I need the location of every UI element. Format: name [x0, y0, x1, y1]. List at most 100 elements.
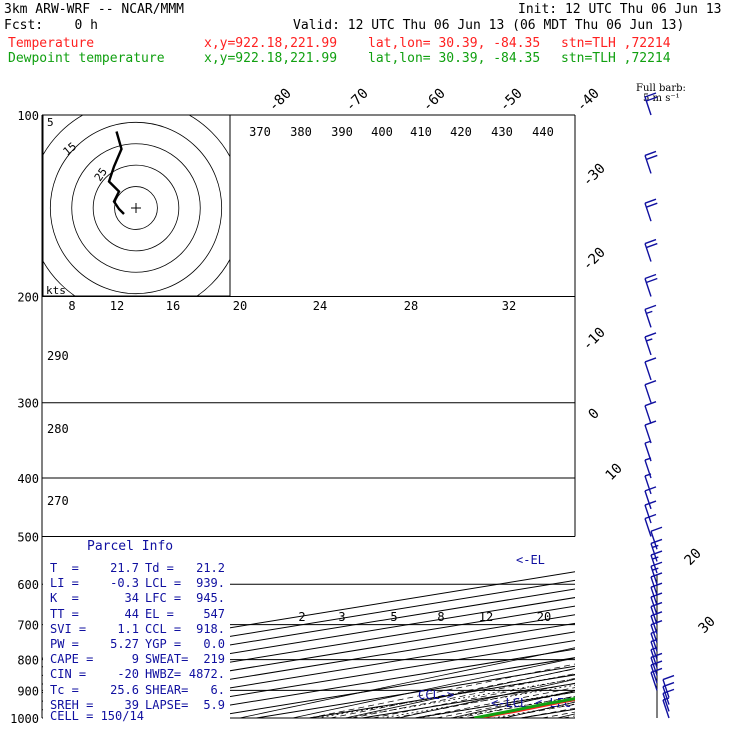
isotherm-label: -50 [497, 86, 526, 115]
isotherm-label: -70 [343, 86, 372, 115]
wind-barb-flag [644, 500, 657, 506]
parcel-value: -0.3 [110, 576, 139, 591]
pressure-label: 100 [17, 109, 39, 123]
mixing-ratio-label: 12 [479, 610, 493, 624]
wind-barb [644, 518, 652, 537]
dry-adiabat-line [663, 115, 740, 731]
theta-label: 410 [410, 125, 432, 139]
moist-adiabat-line [393, 682, 575, 718]
wind-barb-flag [646, 338, 653, 342]
theta-label: 420 [450, 125, 472, 139]
isotherm-label: 10 [603, 461, 626, 484]
moist-adiabat-line [499, 703, 575, 718]
wind-barb [644, 424, 652, 444]
temperature-station: stn=TLH ,72214 [561, 36, 671, 51]
isotherm-label: -60 [420, 86, 449, 115]
wind-barb [644, 309, 652, 328]
parcel-value: 44 [124, 606, 139, 621]
parcel-value: 5.27 [110, 637, 139, 651]
dry-adiabat-line [449, 690, 575, 718]
theta-label: 400 [371, 125, 393, 139]
wind-barb [644, 475, 652, 495]
forecast-hour: Fcst: 0 h [4, 18, 98, 33]
parcel-info-title: Parcel Info [87, 539, 174, 554]
wind-barb [650, 586, 658, 606]
wind-barb-flag [646, 202, 658, 208]
wind-barb [644, 155, 652, 174]
lcl-marker: <-LCL [491, 696, 527, 710]
dry-adiabat-line [290, 657, 575, 718]
parcel-label: Tc = [50, 682, 79, 697]
hodograph-speed-label: 25 [92, 165, 110, 183]
parcel-value: 939. [196, 576, 225, 591]
wind-barb-flag [662, 697, 670, 701]
pressure-label: 800 [17, 654, 39, 668]
parcel-label: SHEAR= [145, 682, 189, 697]
parcel-label: TT = [50, 606, 79, 621]
wind-barb-flag [650, 582, 663, 588]
init-time: Init: 12 UTC Thu 06 Jun 13 [518, 2, 722, 17]
wind-barb [644, 278, 652, 297]
isotherm-label: 20 [682, 546, 705, 569]
parcel-value: 4872. [188, 667, 225, 682]
wind-barb [662, 679, 670, 698]
isotherm-line [42, 571, 575, 659]
wind-barb [644, 202, 652, 222]
isotherm-line [415, 691, 575, 718]
wind-barb-flag [662, 674, 675, 681]
theta-label: 370 [249, 125, 271, 139]
wind-barb-flag [644, 92, 657, 98]
parcel-label: SWEAT= [145, 652, 189, 667]
dry-adiabat-line [396, 678, 575, 718]
parcel-value: -20 [117, 667, 139, 682]
wind-barb [644, 459, 652, 479]
hodograph-ring [92, 164, 180, 252]
hodograph-ring [71, 143, 201, 273]
wind-barb [644, 405, 652, 424]
wind-barb [644, 490, 652, 510]
theta-label: 440 [532, 125, 554, 139]
mixing-ratio-label: 5 [390, 610, 397, 624]
hodograph-axis-label: 16 [166, 299, 180, 313]
parcel-label: LCL = [145, 576, 182, 591]
wind-barb-flag [644, 150, 657, 157]
dry-adiabat-line [237, 647, 575, 718]
mixing-ratio-label: 8 [437, 610, 444, 624]
isotherm-label: -40 [574, 86, 603, 115]
parcel-label: K = [50, 591, 79, 606]
pressure-label: 300 [17, 397, 39, 411]
model-title: 3km ARW-WRF -- NCAR/MMM [4, 2, 185, 17]
theta-label: 430 [491, 125, 513, 139]
wind-barb-flag [646, 310, 653, 315]
theta-label: 270 [47, 494, 69, 508]
parcel-label: SREH = [50, 697, 94, 712]
isotherm-label: -20 [580, 245, 609, 274]
parcel-label: SVI = [50, 621, 87, 636]
hodograph-units: kts [46, 284, 66, 297]
isotherm-line [309, 674, 575, 718]
wind-barb [650, 543, 658, 562]
moist-adiabat-line [478, 699, 575, 718]
parcel-value: 6. [210, 682, 225, 697]
wind-barb [644, 96, 652, 116]
barb-legend-title: Full barb: [636, 83, 686, 94]
wind-barb [650, 566, 658, 585]
moist-adiabat-line [415, 687, 575, 718]
isotherm-label: -30 [580, 161, 609, 190]
isotherm-line [42, 588, 575, 677]
parcel-label: EL = [145, 606, 174, 621]
wind-barb-flag [644, 357, 657, 363]
moist-adiabat-line [457, 695, 575, 718]
pressure-label: 200 [17, 291, 39, 305]
dewpoint-legend-label: Dewpoint temperature [8, 51, 165, 66]
hodograph-axis-label: 12 [110, 299, 124, 313]
hodograph-axis-label: 24 [313, 299, 327, 313]
parcel-label: CIN = [50, 667, 87, 682]
theta-label: 280 [47, 422, 69, 436]
wind-barb-flag [646, 277, 658, 284]
pressure-label: 1000 [10, 712, 39, 726]
isotherm-line [42, 579, 575, 668]
parcel-value: 918. [196, 621, 225, 636]
mixing-ratio-line [417, 690, 575, 718]
parcel-label: YGP = [145, 637, 182, 651]
